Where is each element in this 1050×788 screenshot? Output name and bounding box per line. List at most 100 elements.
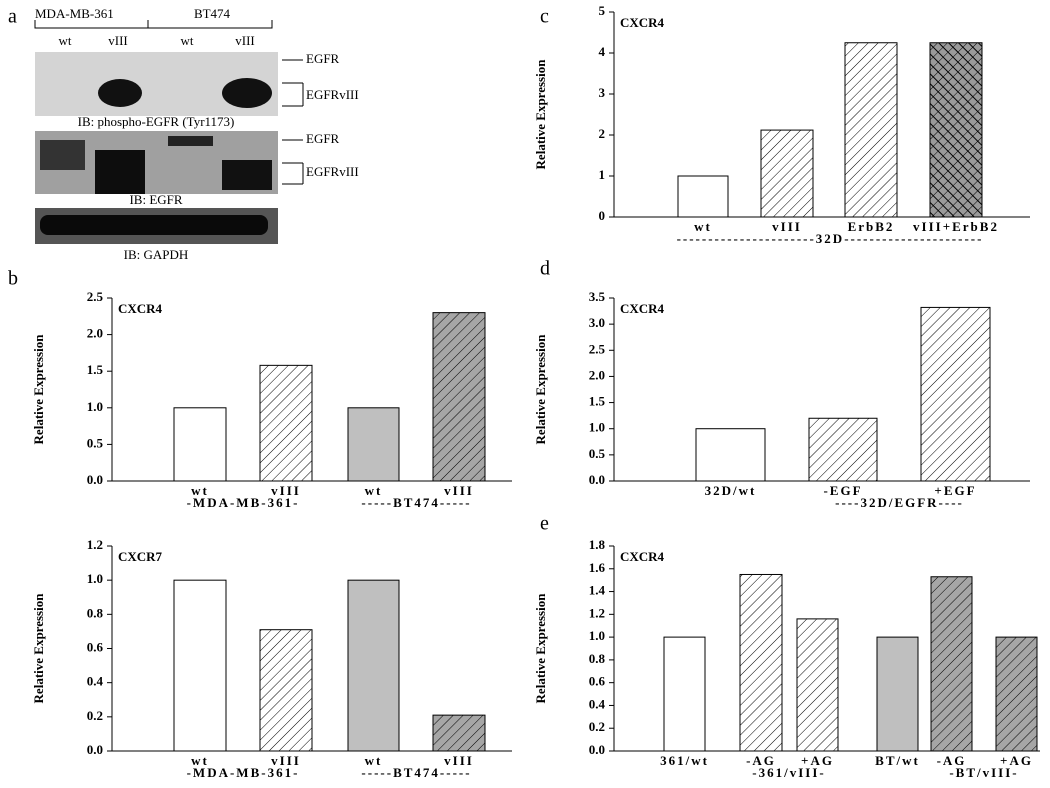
blot-caption: IB: EGFR	[129, 192, 182, 207]
x-tick-label: wt	[191, 483, 209, 498]
chart: d CXCR4 Relative Expression 0.0 0.5 1.0 1.5 2.0…	[533, 258, 1030, 510]
y-tick-label: 0.2	[87, 708, 103, 723]
group-label: ----------------------32D---------------…	[677, 231, 984, 246]
y-tick-label: 3.5	[589, 289, 606, 304]
cell-line: MDA-MB-361	[35, 6, 114, 21]
x-tick-label: wt	[694, 219, 712, 234]
group-label: -BT/vIII-	[949, 765, 1018, 780]
bar	[432, 714, 486, 752]
bracket	[34, 20, 273, 29]
chart-title: CXCR4	[118, 301, 163, 316]
bar	[259, 364, 313, 482]
y-tick-label: 1.5	[87, 362, 104, 377]
band	[95, 150, 145, 194]
arrow	[282, 59, 304, 107]
y-axis-label: Relative Expression	[533, 334, 548, 445]
band-label: EGFRvIII	[306, 87, 359, 102]
y-tick-label: 3	[599, 85, 606, 100]
panel-label: d	[540, 258, 550, 280]
bar	[347, 407, 400, 482]
chart-title: CXCR4	[620, 301, 665, 316]
x-tick-label: 32D/wt	[705, 483, 757, 498]
y-tick-label: 1.8	[589, 537, 606, 552]
group-label: -----BT474-----	[361, 495, 471, 510]
bar	[259, 629, 313, 752]
band	[98, 79, 142, 107]
y-tick-label: 1.0	[87, 399, 103, 414]
chart: e CXCR4 Relative Expression 0.0 0.2 0.4 0.6 0.8…	[533, 513, 1040, 780]
chart: b CXCR4 Relative Expression 0.0 0.5 1.0 1.5 2.0…	[8, 268, 512, 510]
y-tick-label: 1.2	[589, 605, 605, 620]
x-tick-label: wt	[191, 753, 209, 768]
y-tick-label: 0.4	[87, 674, 104, 689]
blot-caption: IB: GAPDH	[124, 247, 189, 262]
y-tick-label: 0.6	[589, 674, 606, 689]
y-tick-label: 2.0	[589, 367, 605, 382]
chart: CXCR7 Relative Expression 0.0 0.2 0.4 0.6 0.8 1…	[31, 537, 512, 780]
bar	[760, 129, 814, 218]
panel-label: a	[8, 6, 17, 28]
x-tick-label: ErbB2	[848, 219, 895, 234]
x-tick-label: vIII	[271, 753, 301, 768]
y-tick-label: 1.5	[589, 394, 606, 409]
x-tick-label: -AG	[746, 753, 776, 768]
bar	[695, 428, 766, 482]
lane-label: wt	[59, 33, 72, 48]
band	[168, 136, 213, 146]
y-tick-label: 2	[599, 126, 606, 141]
group-label: -----BT474-----	[361, 765, 471, 780]
bar	[663, 636, 706, 752]
panel-label: c	[540, 6, 549, 28]
chart-title: CXCR4	[620, 15, 665, 30]
panel-label: e	[540, 513, 549, 535]
y-tick-label: 0.4	[589, 696, 606, 711]
bar	[929, 42, 983, 218]
group-label: -361/vIII-	[752, 765, 825, 780]
y-tick-label: 0.0	[87, 472, 103, 487]
group-label: -MDA-MB-361-	[187, 765, 300, 780]
y-tick-label: 1.6	[589, 560, 606, 575]
bar	[677, 175, 729, 218]
band-label: EGFR	[306, 131, 340, 146]
bar	[347, 579, 400, 752]
y-tick-label: 1.0	[589, 420, 605, 435]
x-tick-label: +EGF	[934, 483, 976, 498]
x-tick-label: +AG	[801, 753, 834, 768]
band-label: EGFR	[306, 51, 340, 66]
y-tick-label: 2.5	[87, 289, 104, 304]
bar	[995, 636, 1038, 752]
x-tick-label: -AG	[937, 753, 967, 768]
arrow	[282, 139, 304, 185]
x-tick-label: 361/wt	[660, 753, 709, 768]
y-tick-label: 0.2	[589, 719, 605, 734]
y-tick-label: 0.8	[589, 651, 606, 666]
band	[222, 78, 272, 108]
panel-label: b	[8, 268, 18, 290]
bar	[920, 306, 991, 482]
chart-title: CXCR7	[118, 549, 163, 564]
bar	[432, 312, 486, 482]
group-label: ----32D/EGFR----	[835, 495, 964, 510]
blot-caption: IB: phospho-EGFR (Tyr1173)	[78, 114, 235, 129]
group-label: -MDA-MB-361-	[187, 495, 300, 510]
lane-label: wt	[181, 33, 194, 48]
y-tick-label: 1	[599, 167, 606, 182]
x-tick-label: wt	[365, 753, 383, 768]
x-tick-label: vIII	[444, 483, 474, 498]
x-tick-label: vIII+ErbB2	[913, 219, 999, 234]
x-tick-label: +AG	[1000, 753, 1033, 768]
bar	[808, 417, 878, 482]
y-tick-label: 4	[599, 44, 606, 59]
band	[40, 215, 268, 235]
x-tick-label: BT/wt	[875, 753, 920, 768]
band-label: EGFRvIII	[306, 164, 359, 179]
x-tick-label: -EGF	[823, 483, 862, 498]
y-tick-label: 0.0	[589, 472, 605, 487]
bar	[930, 576, 973, 752]
y-tick-label: 1.4	[589, 583, 606, 598]
y-axis-label: Relative Expression	[31, 593, 46, 704]
y-tick-label: 1.0	[589, 628, 605, 643]
x-tick-label: wt	[365, 483, 383, 498]
y-tick-label: 3.0	[589, 315, 605, 330]
cell-line: BT474	[194, 6, 231, 21]
